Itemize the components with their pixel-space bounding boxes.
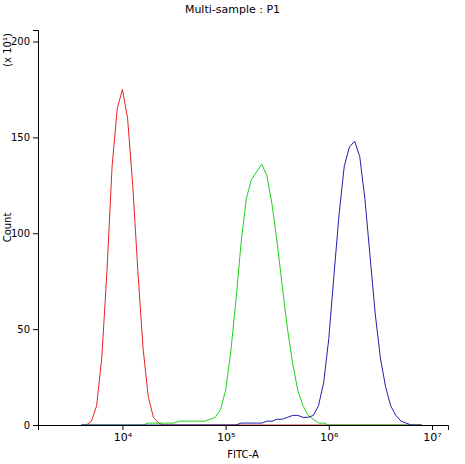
histogram-line — [81, 89, 422, 425]
y-axis-line — [33, 31, 39, 426]
y-axis: 0 50 100 150 200 — [11, 31, 39, 431]
x-axis-line — [39, 426, 449, 431]
chart: 10⁴ 10⁵ 10⁶ 10⁷ 0 50 100 150 200 Multi-sample : P… — [0, 0, 465, 464]
y-tick: 0 — [24, 420, 38, 431]
histogram-line — [81, 141, 422, 425]
y-tick-label: 200 — [11, 36, 30, 47]
y-tick-mark — [33, 42, 38, 43]
x-tick-label: 10⁷ — [423, 431, 441, 444]
y-tick: 200 — [11, 36, 38, 47]
series-group — [81, 89, 422, 425]
x-tick-mark — [432, 425, 433, 430]
annotation: (x 10¹) — [2, 33, 13, 67]
y-tick: 100 — [11, 228, 38, 239]
y-tick-mark — [33, 233, 38, 234]
x-axis: 10⁴ 10⁵ 10⁶ 10⁷ — [39, 425, 449, 444]
x-tick-label: 10⁴ — [114, 431, 133, 444]
title: Multi-sample : P1 — [185, 3, 280, 16]
x-tick: 10⁷ — [423, 425, 441, 444]
x-tick: 10⁶ — [320, 425, 339, 444]
y-tick-mark — [33, 137, 38, 138]
y-tick-label: 50 — [17, 324, 30, 335]
x-tick-mark — [226, 425, 227, 430]
x-tick-label: 10⁵ — [217, 431, 235, 444]
x-tick-mark — [122, 425, 123, 430]
histogram-line — [81, 164, 422, 425]
y-tick-label: 150 — [11, 132, 30, 143]
x-axis-title: FITC-A — [227, 449, 259, 460]
x-tick: 10⁵ — [217, 425, 235, 444]
x-tick-label: 10⁶ — [320, 431, 339, 444]
y-tick-mark — [33, 425, 38, 426]
y-tick: 150 — [11, 132, 38, 143]
y-tick: 50 — [17, 324, 38, 335]
y-tick-label: 100 — [11, 228, 30, 239]
x-tick: 10⁴ — [114, 425, 133, 444]
plot: 10⁴ 10⁵ 10⁶ 10⁷ 0 50 100 150 200 — [11, 31, 449, 444]
y-axis-title: Count — [2, 213, 13, 243]
y-tick-label: 0 — [24, 420, 30, 431]
y-tick-mark — [33, 329, 38, 330]
x-tick-mark — [329, 425, 330, 430]
